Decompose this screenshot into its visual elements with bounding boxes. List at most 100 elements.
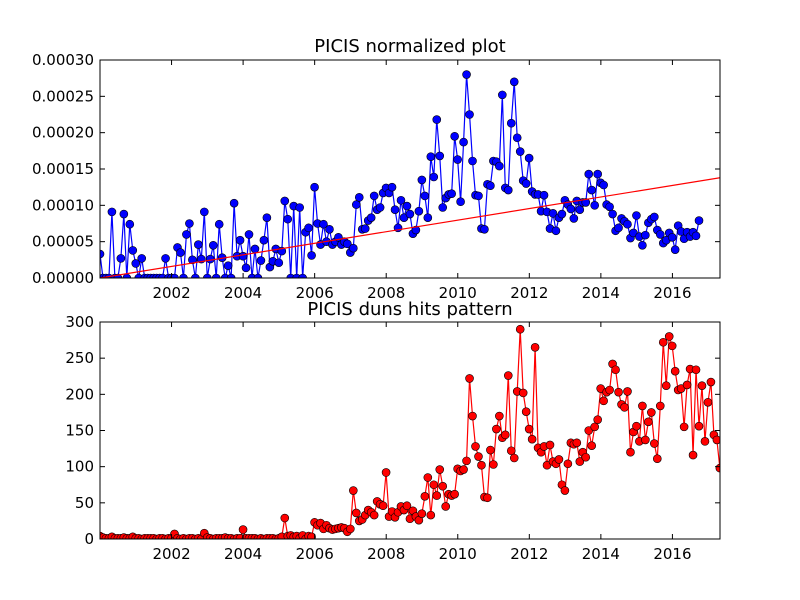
data-point (280, 196, 290, 206)
data-point (584, 169, 594, 179)
data-point (161, 254, 170, 263)
x-tick-label: 2004 (224, 545, 262, 563)
series-line (100, 177, 720, 278)
data-point (471, 442, 480, 451)
data-point (128, 246, 138, 255)
data-point (420, 191, 430, 201)
data-point (527, 434, 537, 444)
data-point (670, 245, 680, 254)
data-point (593, 415, 602, 424)
y-tick-label: 0.00015 (32, 160, 94, 178)
data-point (581, 198, 591, 207)
data-point (262, 213, 272, 222)
data-point (623, 219, 632, 229)
series-layer (100, 70, 720, 278)
data-point (432, 491, 442, 500)
data-point (626, 447, 635, 457)
series-line (100, 74, 700, 278)
x-tick-label: 2016 (653, 545, 691, 563)
data-point (500, 430, 510, 440)
data-point (298, 273, 307, 278)
y-tick-label: 0.00025 (32, 87, 94, 105)
data-point (354, 193, 364, 202)
data-point (200, 207, 209, 217)
data-point (563, 459, 573, 469)
data-point (691, 231, 701, 241)
data-point (319, 219, 328, 229)
y-tick-label: 0.00005 (32, 233, 94, 251)
chart-duns-hits: PICIS duns hits pattern 2002 2004 2006 2008… (65, 299, 721, 563)
data-point (411, 225, 421, 235)
chart-normalized: PICIS normalized plot 2002 2004 2006 2008 20… (32, 36, 721, 302)
data-point (694, 421, 704, 431)
data-point (116, 254, 126, 263)
data-point (429, 172, 439, 182)
data-point (256, 256, 266, 265)
data-point (667, 233, 677, 242)
data-point (390, 205, 400, 214)
data-point (423, 213, 433, 222)
data-point (545, 440, 555, 450)
data-point (620, 403, 629, 412)
x-tick-label: 2006 (296, 545, 334, 563)
data-point (605, 202, 614, 212)
y-tick-label: 0 (84, 530, 94, 548)
data-point (506, 118, 516, 128)
data-point (405, 209, 415, 219)
data-point (492, 424, 501, 434)
data-point (462, 456, 471, 466)
data-point (295, 203, 304, 212)
data-point (480, 225, 489, 234)
data-point (503, 371, 513, 380)
y-tick-label: 0.00020 (32, 124, 94, 142)
data-point (375, 203, 385, 212)
data-point (682, 380, 692, 390)
y-tick-label: 100 (65, 458, 94, 476)
data-point (211, 273, 221, 278)
axes-frame (99, 59, 721, 279)
data-point (483, 493, 492, 503)
data-point (417, 509, 427, 518)
data-point (655, 230, 665, 239)
data-point (712, 435, 720, 445)
x-tick-label: 2010 (439, 284, 477, 302)
data-point (486, 445, 495, 455)
data-point (414, 206, 424, 216)
data-point (477, 460, 486, 470)
data-point (503, 185, 513, 195)
y-tick-label: 50 (75, 494, 94, 512)
data-point (515, 147, 525, 156)
data-point (548, 209, 558, 218)
data-point (244, 230, 254, 239)
data-point (459, 465, 468, 474)
data-point (557, 209, 567, 219)
x-tick-label: 2006 (296, 284, 334, 302)
data-point (641, 435, 650, 445)
data-point (191, 273, 200, 278)
data-point (402, 201, 412, 211)
x-tick-label: 2002 (152, 284, 190, 302)
data-point (560, 486, 570, 495)
data-point (396, 195, 406, 205)
data-point (530, 343, 540, 352)
data-point (351, 508, 361, 518)
data-point (387, 182, 397, 192)
data-point (459, 137, 468, 147)
data-point (107, 207, 117, 217)
data-point (664, 332, 674, 341)
data-point (188, 255, 197, 265)
data-point (429, 480, 439, 490)
data-point (512, 133, 522, 143)
data-point (432, 115, 442, 124)
data-point (539, 190, 549, 200)
data-point (226, 273, 236, 278)
data-point (381, 468, 391, 477)
data-point (593, 169, 602, 179)
data-point (274, 258, 284, 268)
data-point (223, 261, 233, 270)
data-point (137, 254, 147, 263)
data-point (125, 219, 135, 229)
data-point (465, 110, 474, 119)
data-point (572, 438, 582, 448)
